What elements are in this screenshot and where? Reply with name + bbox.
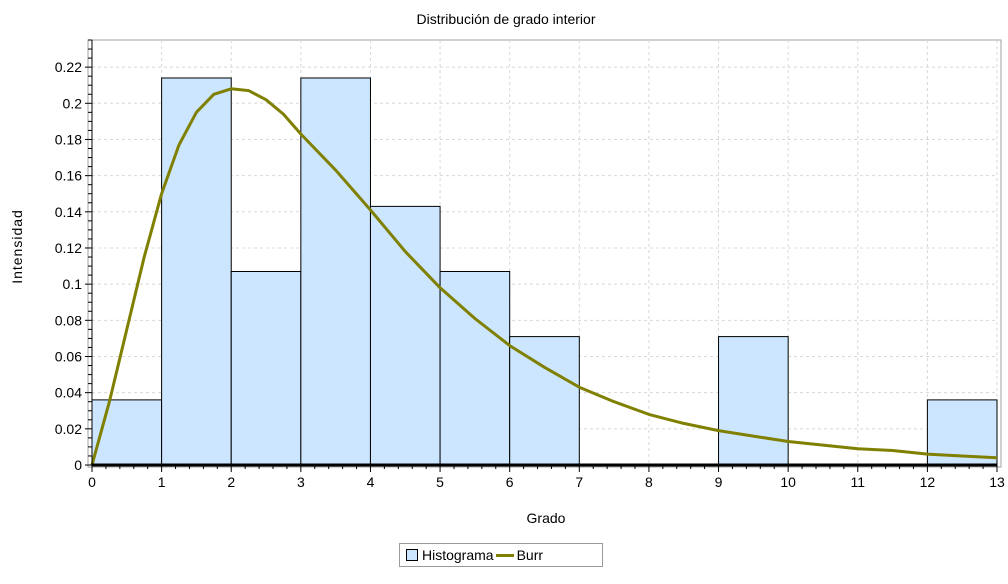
histogram-bar [509, 336, 580, 466]
x-tick-label: 4 [367, 474, 375, 490]
burr-curve [90, 87, 998, 466]
legend-histogram-swatch [406, 549, 418, 561]
histogram-bar [369, 205, 441, 466]
y-tick-label: 0.16 [55, 168, 82, 184]
y-tick-label: 0.2 [63, 95, 83, 111]
burr-line [90, 87, 998, 466]
histogram-bar [161, 77, 232, 466]
x-tick-label: 6 [506, 474, 514, 490]
histogram-bar [718, 336, 789, 466]
x-tick-label: 3 [297, 474, 305, 490]
y-tick-label: 0.14 [55, 204, 82, 220]
x-tick-label: 5 [436, 474, 444, 490]
x-axis: 0 1 2 3 4 5 6 7 8 9 10 11 12 13 [88, 463, 1005, 490]
x-axis-label: Grado [527, 510, 566, 526]
y-axis-label: Intensidad [9, 209, 25, 284]
x-tick-label: 12 [920, 474, 936, 490]
legend-burr-label: Burr [516, 547, 544, 563]
x-tick-label: 8 [645, 474, 653, 490]
y-axis: 0 0.02 0.04 0.06 0.08 0.1 0.12 0.14 0.16 0.18 0.2 0… [55, 39, 93, 473]
y-tick-label: 0.1 [63, 276, 83, 292]
legend-histogram-label: Histograma [422, 547, 494, 563]
chart-title: Distribución de grado interior [417, 11, 596, 27]
y-tick-label: 0.12 [55, 240, 82, 256]
y-tick-label: 0.04 [55, 385, 82, 401]
x-tick-label: 7 [575, 474, 583, 490]
histogram-bar [439, 270, 511, 466]
x-tick-label: 1 [158, 474, 166, 490]
y-tick-label: 0.22 [55, 59, 82, 75]
x-tick-label: 9 [715, 474, 723, 490]
y-tick-label: 0.06 [55, 348, 82, 364]
x-tick-label: 0 [88, 474, 96, 490]
x-tick-label: 11 [850, 474, 865, 490]
y-tick-label: 0.18 [55, 131, 82, 147]
y-tick-label: 0.02 [55, 421, 82, 437]
legend: Histograma Burr [399, 543, 603, 567]
x-tick-label: 10 [780, 474, 796, 490]
histogram-bar [300, 77, 371, 466]
y-tick-label: 0.08 [55, 312, 82, 328]
legend-burr-swatch [495, 553, 514, 557]
x-tick-label: 13 [989, 474, 1005, 490]
x-tick-label: 2 [227, 474, 235, 490]
y-tick-label: 0 [74, 457, 82, 473]
histogram-bar [230, 270, 302, 466]
